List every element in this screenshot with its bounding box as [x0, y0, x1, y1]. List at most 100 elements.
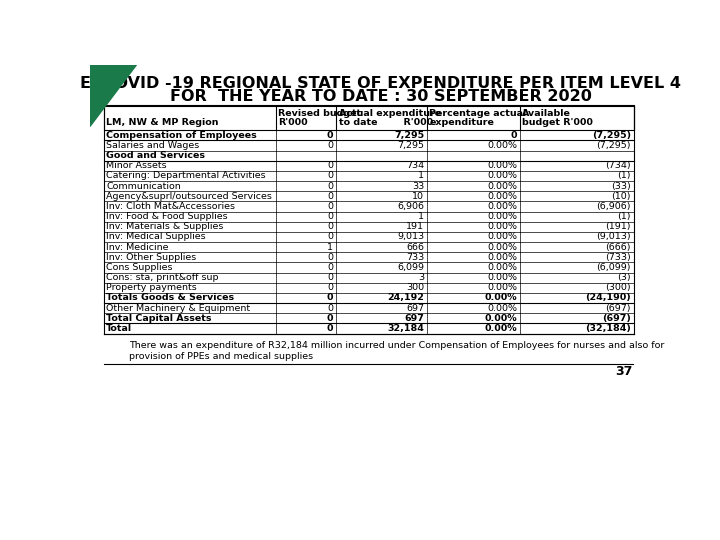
Text: 734: 734 — [406, 161, 424, 170]
Text: 0: 0 — [328, 172, 333, 180]
Bar — [104, 161, 634, 171]
Bar — [104, 232, 634, 242]
Text: 0.00%: 0.00% — [487, 253, 517, 262]
Text: 0.00%: 0.00% — [485, 314, 517, 323]
Text: 1: 1 — [418, 172, 424, 180]
Text: 6,099: 6,099 — [397, 263, 424, 272]
Text: 697: 697 — [406, 303, 424, 313]
Text: (1): (1) — [618, 172, 631, 180]
Text: R'000: R'000 — [279, 118, 308, 127]
Text: 1: 1 — [328, 242, 333, 252]
Text: 24,192: 24,192 — [387, 293, 424, 302]
Bar — [104, 262, 634, 273]
Text: Good and Services: Good and Services — [107, 151, 205, 160]
Text: Salaries and Wages: Salaries and Wages — [107, 141, 199, 150]
Text: (24,190): (24,190) — [585, 293, 631, 302]
Text: budget R'000: budget R'000 — [523, 118, 593, 127]
Bar — [104, 303, 634, 313]
Text: (10): (10) — [611, 192, 631, 201]
Text: (7,295): (7,295) — [592, 131, 631, 140]
Text: 0: 0 — [328, 303, 333, 313]
Text: expenditure: expenditure — [429, 118, 495, 127]
Text: 0.00%: 0.00% — [487, 202, 517, 211]
Text: 7,295: 7,295 — [394, 131, 424, 140]
Bar — [104, 222, 634, 232]
Text: 7,295: 7,295 — [397, 141, 424, 150]
Bar — [104, 171, 634, 181]
Text: 0: 0 — [328, 273, 333, 282]
Text: 0.00%: 0.00% — [487, 222, 517, 231]
Text: 0: 0 — [328, 161, 333, 170]
Bar — [104, 140, 634, 151]
Text: Cons Supplies: Cons Supplies — [107, 263, 173, 272]
Bar — [104, 283, 634, 293]
Text: 300: 300 — [406, 284, 424, 292]
Text: 0: 0 — [328, 233, 333, 241]
Text: Property payments: Property payments — [107, 284, 197, 292]
Text: 191: 191 — [406, 222, 424, 231]
Text: (300): (300) — [606, 284, 631, 292]
Text: 0.00%: 0.00% — [487, 303, 517, 313]
Text: 0.00%: 0.00% — [487, 141, 517, 150]
Text: 0.00%: 0.00% — [487, 273, 517, 282]
Text: (666): (666) — [606, 242, 631, 252]
Text: 6,906: 6,906 — [397, 202, 424, 211]
Text: provision of PPEs and medical supplies: provision of PPEs and medical supplies — [129, 352, 313, 361]
Text: Total: Total — [107, 324, 132, 333]
Text: to date        R'000: to date R'000 — [339, 118, 433, 127]
Text: 0: 0 — [327, 324, 333, 333]
Text: 32,184: 32,184 — [387, 324, 424, 333]
Text: 33: 33 — [412, 181, 424, 191]
Bar — [104, 212, 634, 222]
Bar — [104, 181, 634, 191]
Bar — [104, 201, 634, 212]
Text: 0.00%: 0.00% — [487, 172, 517, 180]
Text: 0: 0 — [328, 263, 333, 272]
Text: 0.00%: 0.00% — [485, 293, 517, 302]
Text: 0: 0 — [328, 284, 333, 292]
Text: 0.00%: 0.00% — [487, 192, 517, 201]
Text: (9,013): (9,013) — [596, 233, 631, 241]
Bar — [104, 293, 634, 303]
Text: Cons: sta, print&off sup: Cons: sta, print&off sup — [107, 273, 219, 282]
Bar — [104, 242, 634, 252]
Text: Inv: Other Supplies: Inv: Other Supplies — [107, 253, 197, 262]
Text: Inv: Food & Food Supplies: Inv: Food & Food Supplies — [107, 212, 228, 221]
Text: 0.00%: 0.00% — [487, 212, 517, 221]
Text: Actual expenditure: Actual expenditure — [339, 109, 441, 118]
Text: (697): (697) — [602, 314, 631, 323]
Text: Minor Assets: Minor Assets — [107, 161, 167, 170]
Text: (7,295): (7,295) — [596, 141, 631, 150]
Text: E. COVID -19 REGIONAL STATE OF EXPENDITURE PER ITEM LEVEL 4: E. COVID -19 REGIONAL STATE OF EXPENDITU… — [80, 76, 681, 91]
Text: 0: 0 — [327, 131, 333, 140]
Text: 666: 666 — [406, 242, 424, 252]
Text: 0: 0 — [328, 212, 333, 221]
Text: Inv: Cloth Mat&Accessories: Inv: Cloth Mat&Accessories — [107, 202, 235, 211]
Text: 0: 0 — [328, 181, 333, 191]
Text: 0: 0 — [328, 141, 333, 150]
Text: 0.00%: 0.00% — [487, 161, 517, 170]
Text: (191): (191) — [606, 222, 631, 231]
Text: Catering: Departmental Activities: Catering: Departmental Activities — [107, 172, 266, 180]
Text: 0.00%: 0.00% — [487, 263, 517, 272]
Text: 0: 0 — [328, 202, 333, 211]
Text: 0.00%: 0.00% — [487, 233, 517, 241]
Text: (734): (734) — [606, 161, 631, 170]
Text: Percentage actual: Percentage actual — [429, 109, 527, 118]
Polygon shape — [90, 65, 137, 126]
Text: (733): (733) — [606, 253, 631, 262]
Text: 0.00%: 0.00% — [487, 284, 517, 292]
Text: (6,906): (6,906) — [596, 202, 631, 211]
Bar — [104, 151, 634, 161]
Text: 9,013: 9,013 — [397, 233, 424, 241]
Text: Totals Goods & Services: Totals Goods & Services — [107, 293, 235, 302]
Text: Revised budget: Revised budget — [279, 109, 361, 118]
Text: Other Machinery & Equipment: Other Machinery & Equipment — [107, 303, 251, 313]
Text: 1: 1 — [418, 212, 424, 221]
Text: 0: 0 — [328, 222, 333, 231]
Text: 697: 697 — [404, 314, 424, 323]
Text: LM, NW & MP Region: LM, NW & MP Region — [107, 118, 219, 127]
Text: Available: Available — [523, 109, 572, 118]
Text: 0: 0 — [327, 293, 333, 302]
Text: (33): (33) — [611, 181, 631, 191]
